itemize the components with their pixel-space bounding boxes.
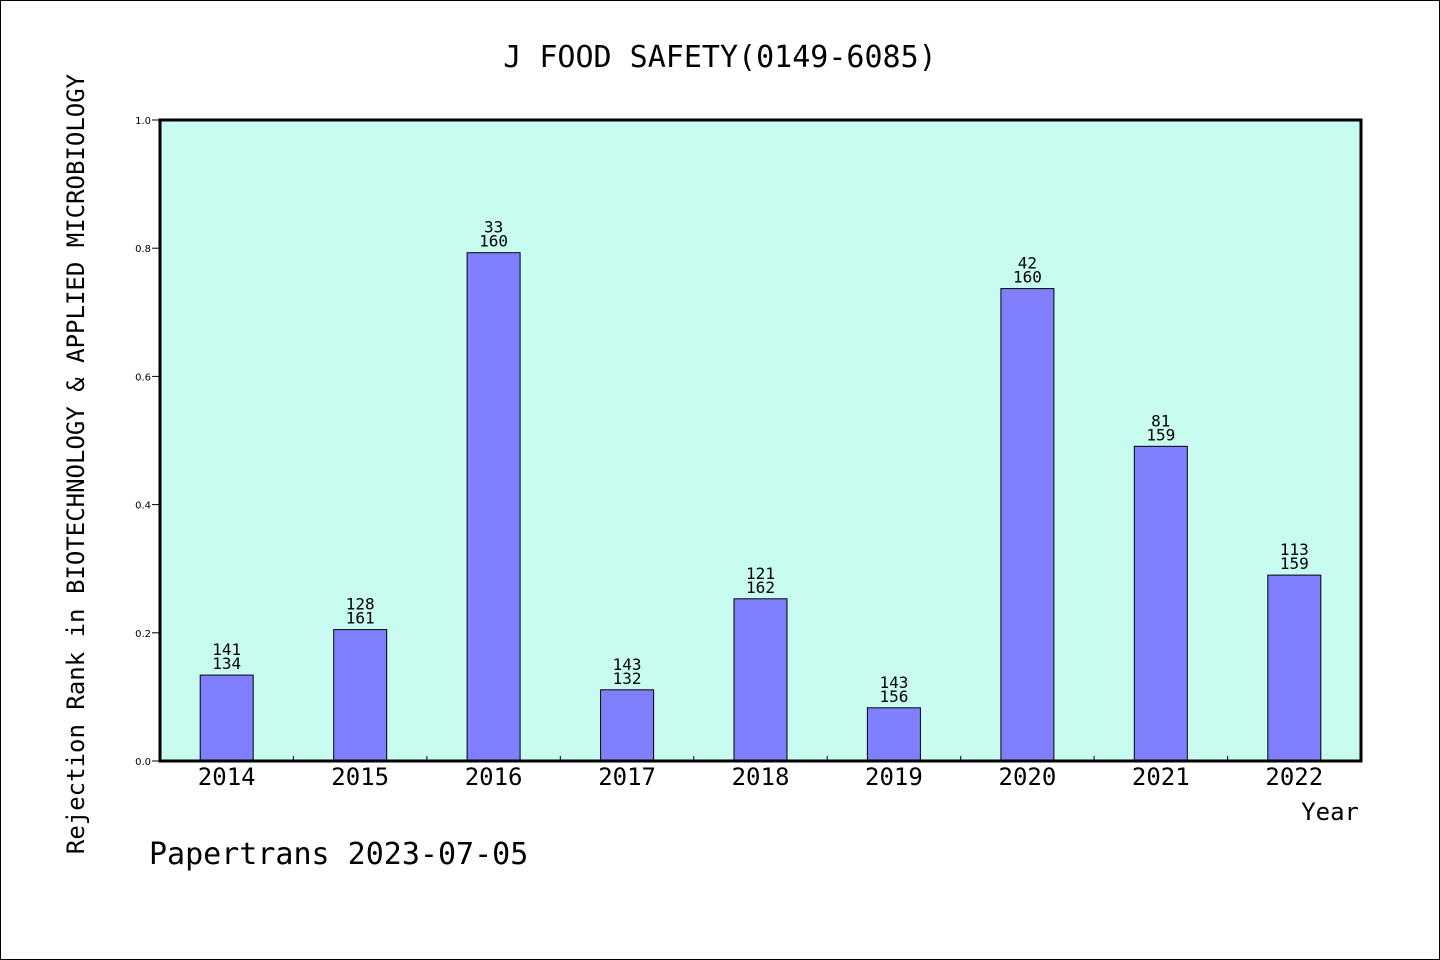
- bar-rank-label-2014: 141: [212, 640, 241, 659]
- y-tick-label-4: 0.8: [135, 244, 151, 255]
- x-tick-label-2020: 2020: [999, 763, 1057, 791]
- bar-2014: [199, 674, 254, 762]
- bar-2021: [1133, 445, 1188, 762]
- y-tick-label-0: 0.0: [135, 757, 151, 768]
- bar-rank-label-2021: 81: [1151, 411, 1170, 430]
- bars-layer: [199, 252, 1322, 762]
- x-tick-label-2015: 2015: [331, 763, 389, 791]
- x-tick-label-2018: 2018: [732, 763, 790, 791]
- x-tick-label-2016: 2016: [465, 763, 523, 791]
- bar-2017: [600, 689, 655, 762]
- bar-2018: [733, 598, 788, 762]
- bar-rank-label-2020: 42: [1018, 254, 1037, 273]
- bar-total-label-2020: 160: [1013, 268, 1042, 287]
- bar-total-label-2018: 162: [746, 578, 775, 597]
- bar-rank-label-2016: 33: [484, 218, 503, 237]
- bar-labels-layer: 1411341281613316014313212116214315642160…: [212, 218, 1309, 706]
- bar-total-label-2022: 159: [1280, 554, 1309, 573]
- chart-title: J FOOD SAFETY(0149-6085): [503, 40, 936, 75]
- y-tick-label-1: 0.2: [135, 629, 151, 640]
- y-ticks-layer: 0.0 0.2 0.4 0.6 0.8 1.0: [135, 116, 160, 768]
- x-tick-label-2021: 2021: [1132, 763, 1190, 791]
- bar-2019: [866, 707, 921, 762]
- y-tick-label-5: 1.0: [135, 116, 151, 127]
- bar-rank-label-2017: 143: [613, 655, 642, 674]
- bar-total-label-2017: 132: [613, 669, 642, 688]
- bar-rank-label-2022: 113: [1280, 540, 1309, 559]
- x-tick-label-2022: 2022: [1265, 763, 1323, 791]
- x-tick-label-2017: 2017: [598, 763, 656, 791]
- bar-rank-label-2015: 128: [346, 595, 375, 614]
- footer-credit: Papertrans 2023-07-05: [149, 837, 528, 872]
- x-tick-label-2019: 2019: [865, 763, 923, 791]
- bar-total-label-2021: 159: [1146, 425, 1175, 444]
- bar-2016: [466, 252, 521, 762]
- bar-2015: [333, 629, 388, 762]
- bar-2020: [1000, 288, 1055, 762]
- x-tick-label-2014: 2014: [198, 763, 256, 791]
- bar-rank-label-2018: 121: [746, 564, 775, 583]
- y-tick-label-2: 0.4: [135, 501, 151, 512]
- bar-total-label-2019: 156: [879, 687, 908, 706]
- bar-total-label-2016: 160: [479, 232, 508, 251]
- bar-rank-label-2019: 143: [879, 673, 908, 692]
- bar-total-label-2015: 161: [346, 609, 375, 628]
- y-tick-label-3: 0.6: [135, 372, 151, 383]
- bar-total-label-2014: 134: [212, 654, 241, 673]
- x-axis-label: Year: [1301, 798, 1359, 826]
- plot-border: [158, 118, 1363, 763]
- x-ticks-layer: 2014 2015 2016 2017 2018 2019 2020 2021 2022: [198, 756, 1323, 791]
- bar-2022: [1267, 574, 1322, 762]
- y-axis-label: Rejection Rank in BIOTECHNOLOGY & APPLIE…: [62, 73, 90, 854]
